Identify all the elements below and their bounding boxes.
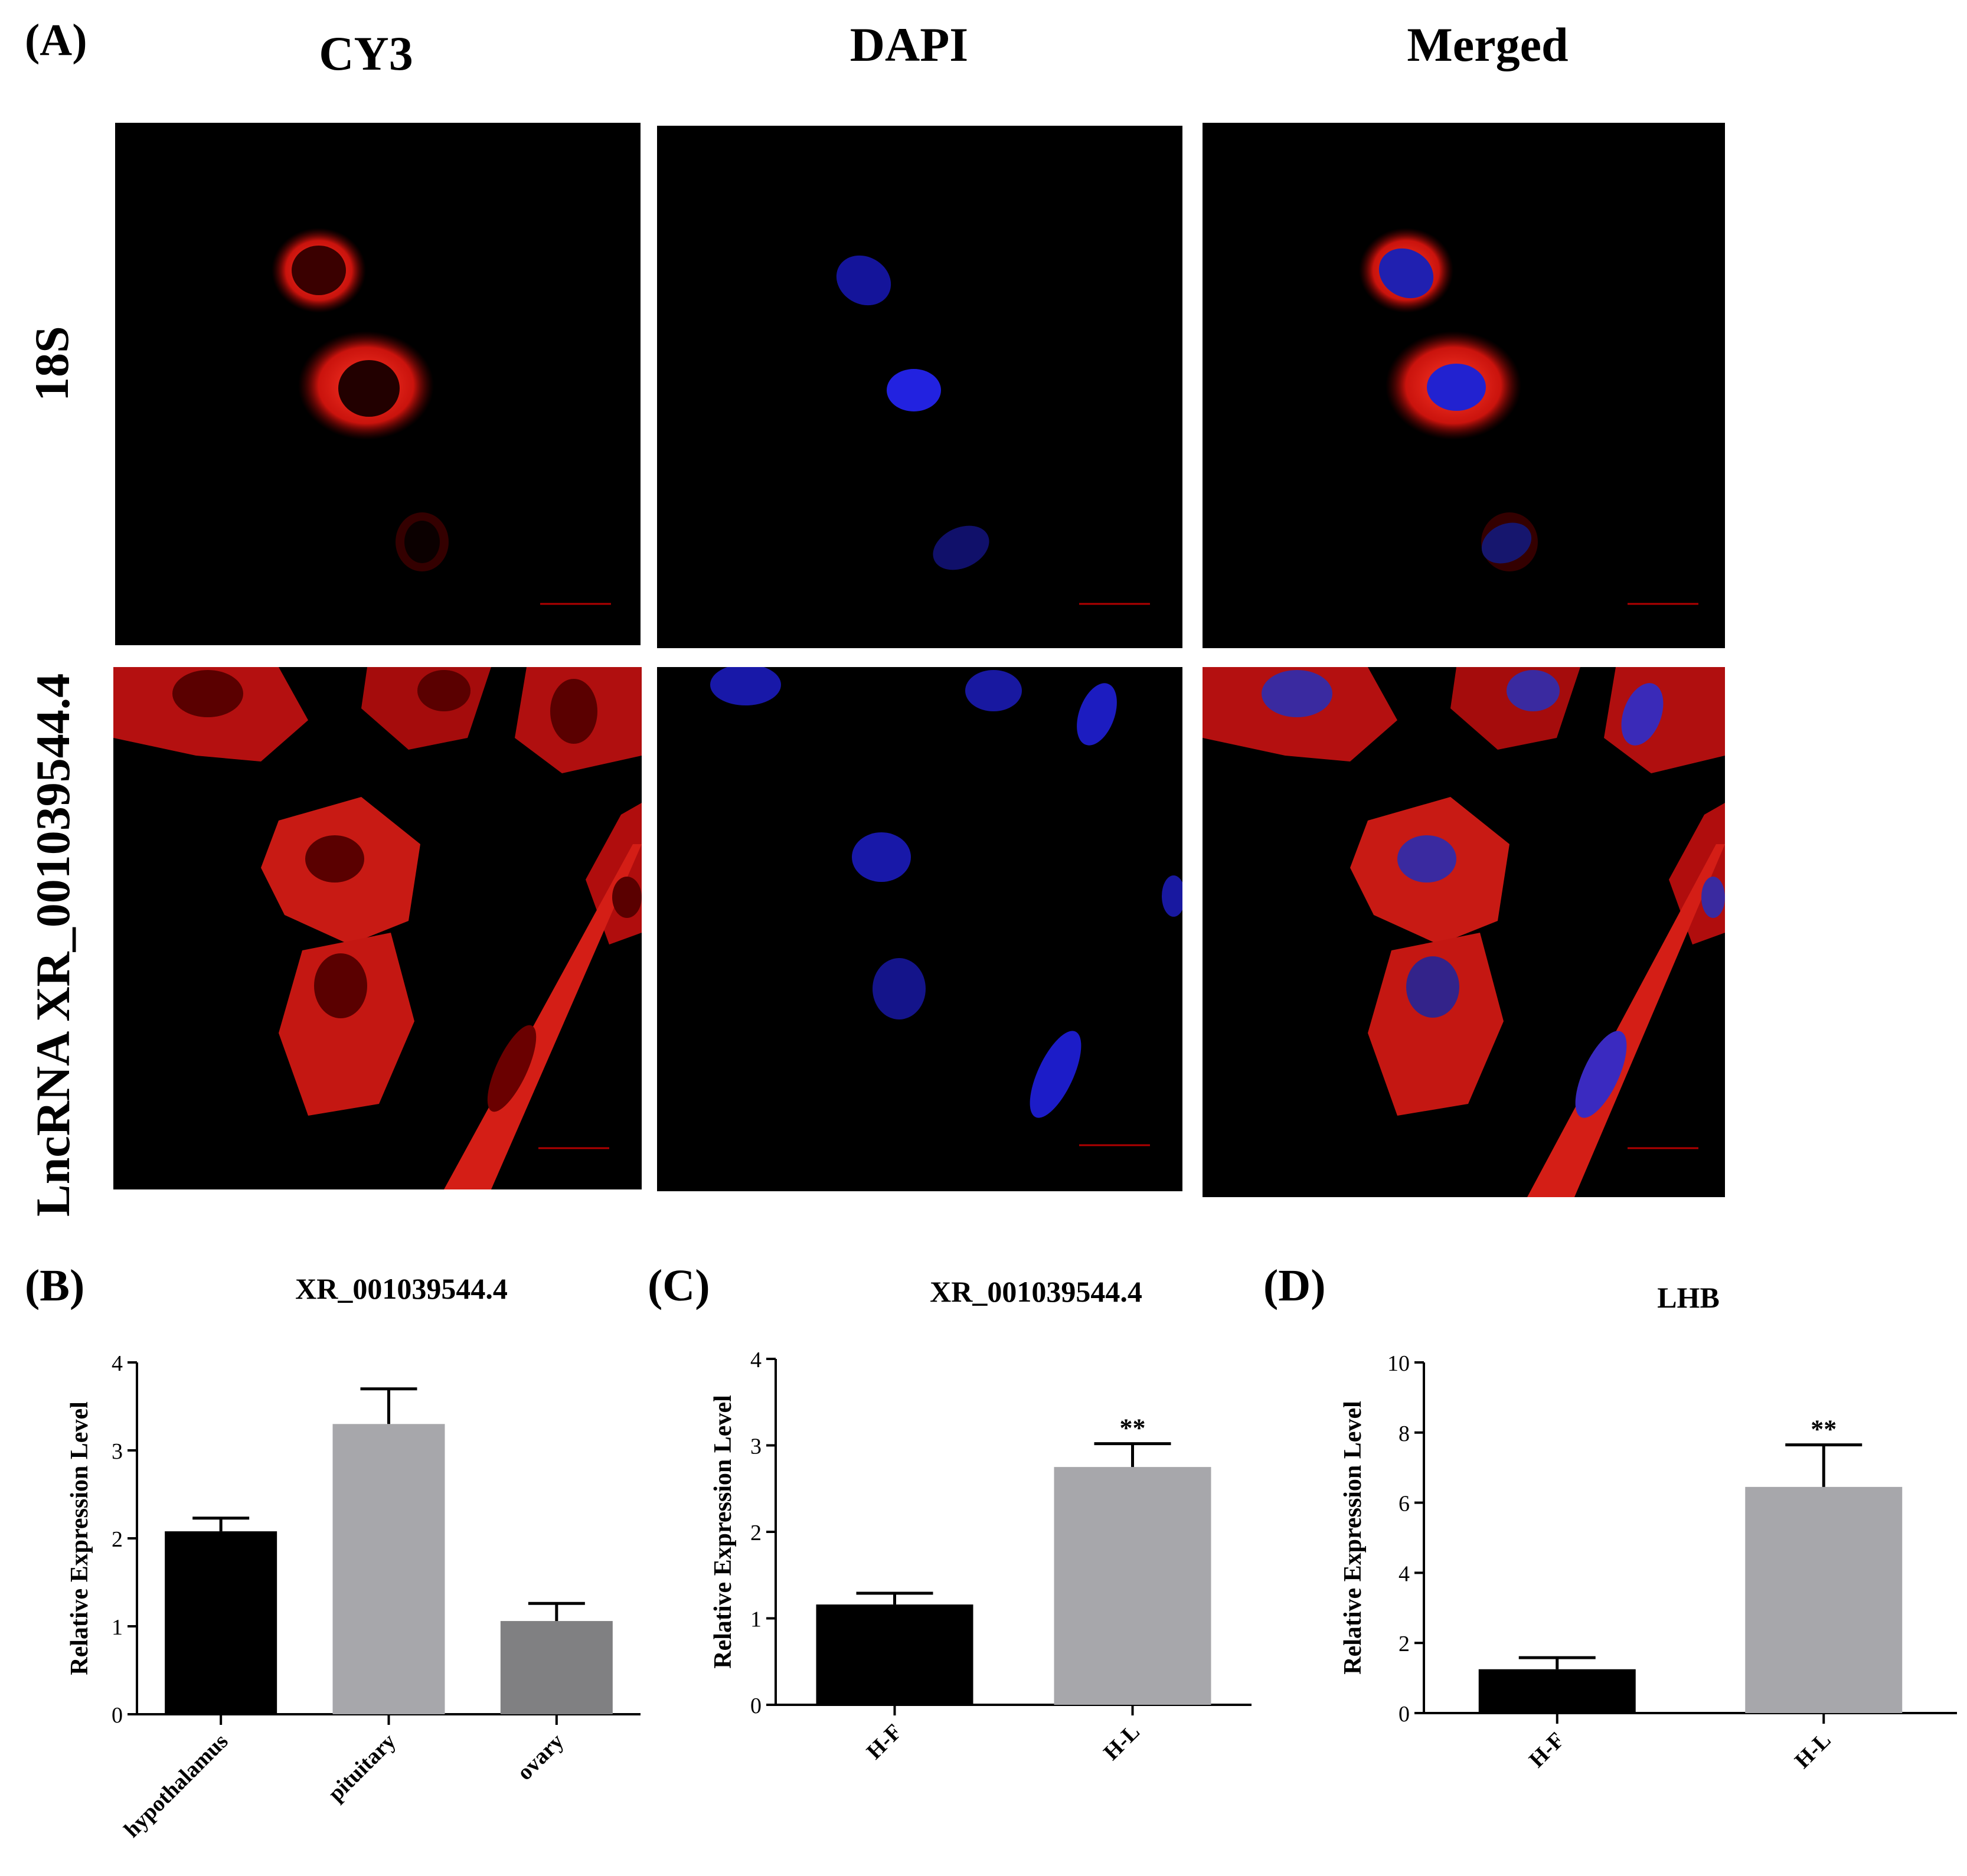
micrograph-18s-merged-image: [1359, 228, 1698, 605]
panel-c-letter: (C): [648, 1261, 710, 1310]
bar-h-l: [1745, 1486, 1903, 1713]
x-tick-label: ovary: [512, 1729, 568, 1785]
micrograph-lncrna-dapi: [657, 667, 1182, 1191]
bar-ovary: [500, 1621, 613, 1714]
micrograph-18s-dapi-image: [836, 255, 1150, 605]
significance-marker: **: [1811, 1415, 1837, 1444]
y-tick-label: 0: [1399, 1702, 1410, 1727]
y-tick-label: 4: [750, 1348, 762, 1372]
micrograph-18s-merged: [1203, 123, 1725, 648]
y-axis-label: Relative Expression Level: [66, 1401, 93, 1675]
y-tick-label: 3: [112, 1439, 123, 1464]
row-label-18s: 18S: [25, 326, 79, 401]
micrograph-lncrna-merged-image: [1203, 667, 1725, 1197]
significance-marker: **: [1120, 1414, 1146, 1443]
micrograph-18s-dapi: [657, 126, 1182, 648]
x-tick-label: hypothalamus: [119, 1729, 233, 1842]
y-axis-label: Relative Expression Level: [1339, 1401, 1367, 1675]
y-axis-label: Relative Expression Level: [710, 1395, 737, 1669]
y-tick-label: 2: [112, 1527, 123, 1552]
micrograph-lncrna-cy3: [113, 667, 642, 1189]
panel-d-letter: (D): [1263, 1261, 1326, 1310]
panel-a-letter: (A): [25, 15, 87, 65]
y-tick-label: 6: [1399, 1492, 1410, 1517]
chart-title: XR_001039544.4: [930, 1275, 1142, 1308]
y-tick-label: 0: [112, 1703, 123, 1728]
y-tick-label: 0: [750, 1694, 762, 1718]
bar-chart-xr-expression-hf-hl: XR_001039544.4 Relative Expression Level 0…: [710, 1275, 1252, 1765]
x-tick-label: H-L: [1790, 1728, 1835, 1773]
column-header-dapi: DAPI: [849, 18, 969, 71]
panel-b-letter: (B): [25, 1261, 85, 1310]
bar-h-l: [1054, 1467, 1211, 1705]
row-label-lncrna: LncRNA XR_001039544.4: [26, 673, 80, 1217]
y-tick-label: 8: [1399, 1421, 1410, 1446]
bar-chart-lhb-expression-hf-hl: LHB Relative Expression Level 0 2 4 6 8 10 H-F **…: [1339, 1281, 1957, 1773]
micrograph-18s-cy3-image: [272, 228, 611, 605]
bar-hypothalamus: [165, 1531, 277, 1714]
bar-pituitary: [332, 1424, 445, 1714]
x-tick-label: H-F: [1524, 1728, 1569, 1773]
y-tick-label: 2: [1399, 1632, 1410, 1656]
micrograph-lncrna-dapi-image: [710, 667, 1182, 1146]
x-tick-label: pituitary: [324, 1729, 401, 1806]
micrograph-lncrna-merged: [1203, 667, 1725, 1197]
y-tick-label: 1: [750, 1607, 762, 1632]
y-tick-label: 4: [1399, 1561, 1410, 1586]
micrograph-18s-cy3: [115, 123, 641, 645]
chart-title: LHB: [1657, 1281, 1720, 1314]
micrograph-lncrna-cy3-image: [113, 667, 642, 1189]
y-tick-label: 4: [112, 1351, 123, 1376]
x-tick-label: H-F: [862, 1720, 907, 1764]
column-header-merged: Merged: [1407, 18, 1569, 71]
bar-h-f: [816, 1604, 973, 1705]
y-tick-label: 10: [1387, 1351, 1410, 1376]
bar-h-f: [1478, 1669, 1636, 1713]
column-header-cy3: CY3: [319, 27, 413, 80]
x-tick-label: H-L: [1099, 1720, 1144, 1765]
bar-chart-tissue-expression: XR_001039544.4 Relative Expression Level 0…: [66, 1272, 641, 1842]
y-tick-label: 3: [750, 1434, 762, 1459]
chart-title: XR_001039544.4: [295, 1272, 508, 1305]
y-tick-label: 2: [750, 1521, 762, 1545]
y-tick-label: 1: [112, 1615, 123, 1640]
